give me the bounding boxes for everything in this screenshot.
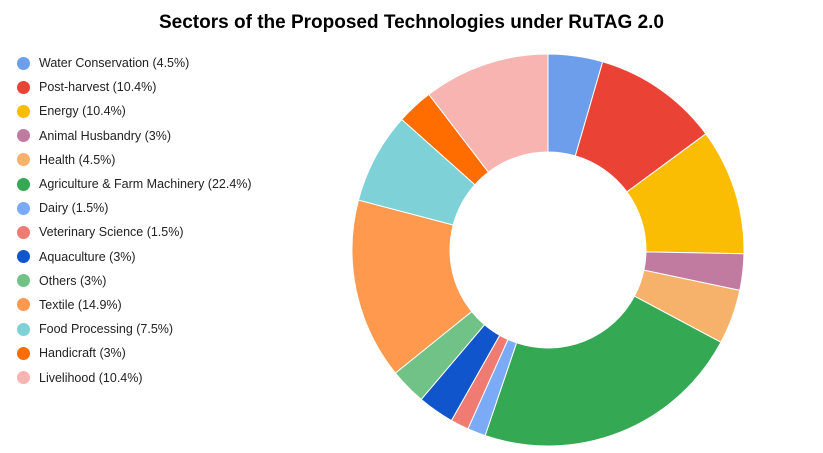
legend-item: Energy (10.4%)	[17, 99, 252, 123]
legend-label: Animal Husbandry (3%)	[39, 128, 171, 143]
legend-item: Others (3%)	[17, 269, 252, 293]
legend-label: Agriculture & Farm Machinery (22.4%)	[39, 177, 252, 192]
donut-slice	[428, 53, 549, 173]
legend-swatch	[17, 153, 30, 167]
donut-slice	[484, 295, 722, 447]
chart-title: Sectors of the Proposed Technologies und…	[159, 12, 664, 33]
legend-swatch	[17, 250, 30, 264]
legend-label: Food Processing (7.5%)	[39, 322, 174, 337]
legend-item: Dairy (1.5%)	[17, 196, 252, 220]
legend-swatch	[17, 80, 30, 94]
legend-item: Water Conservation (4.5%)	[17, 51, 252, 75]
legend-swatch	[17, 274, 30, 288]
legend-item: Veterinary Science (1.5%)	[17, 220, 252, 244]
legend-label: Health (4.5%)	[39, 152, 116, 167]
legend-item: Aquaculture (3%)	[17, 245, 252, 269]
legend-swatch	[17, 201, 30, 215]
legend-swatch	[17, 177, 30, 191]
legend-swatch	[17, 104, 30, 118]
legend-item: Livelihood (10.4%)	[17, 365, 252, 389]
legend-swatch	[17, 225, 30, 239]
legend-swatch	[17, 346, 30, 360]
legend-label: Water Conservation (4.5%)	[39, 56, 190, 71]
legend-item: Food Processing (7.5%)	[17, 317, 252, 341]
legend-swatch	[17, 298, 30, 312]
legend-item: Handicraft (3%)	[17, 341, 252, 365]
legend-swatch	[17, 322, 30, 336]
legend-label: Others (3%)	[39, 273, 107, 288]
chart-legend: Water Conservation (4.5%) Post-harvest (1…	[17, 51, 252, 390]
legend-item: Health (4.5%)	[17, 148, 252, 172]
legend-label: Aquaculture (3%)	[39, 249, 136, 264]
legend-label: Energy (10.4%)	[39, 104, 126, 119]
legend-label: Veterinary Science (1.5%)	[39, 225, 184, 240]
legend-label: Handicraft (3%)	[39, 346, 126, 361]
legend-label: Livelihood (10.4%)	[39, 370, 143, 385]
legend-label: Textile (14.9%)	[39, 297, 122, 312]
legend-swatch	[17, 371, 30, 385]
legend-swatch	[17, 56, 30, 70]
legend-item: Textile (14.9%)	[17, 293, 252, 317]
legend-item: Post-harvest (10.4%)	[17, 75, 252, 99]
legend-swatch	[17, 129, 30, 143]
legend-item: Animal Husbandry (3%)	[17, 124, 252, 148]
legend-label: Dairy (1.5%)	[39, 201, 109, 216]
legend-item: Agriculture & Farm Machinery (22.4%)	[17, 172, 252, 196]
legend-label: Post-harvest (10.4%)	[39, 80, 157, 95]
